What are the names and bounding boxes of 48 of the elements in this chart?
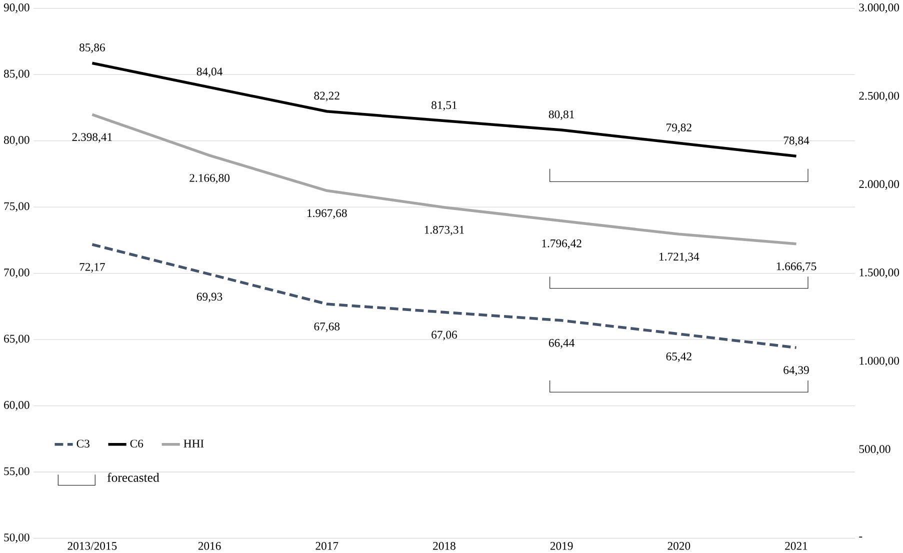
- data-label: 64,39: [784, 366, 809, 376]
- x-tick-label: 2018: [433, 542, 456, 550]
- data-label: 84,04: [196, 67, 222, 78]
- x-tick-label: 2016: [198, 542, 221, 550]
- legend-label: C3: [76, 440, 90, 448]
- y2-tick-label: 500,00: [859, 444, 890, 455]
- data-label: 82,22: [314, 92, 340, 102]
- data-label: 67,06: [432, 330, 457, 340]
- y-tick-label: 50,00: [4, 533, 30, 543]
- data-label: 1.873,31: [424, 226, 464, 236]
- data-label: 1.666,75: [776, 262, 816, 272]
- y-tick-label: 60,00: [4, 400, 30, 410]
- data-label: 69,93: [196, 292, 222, 302]
- y-tick-label: 80,00: [4, 136, 30, 146]
- data-label: 2.166,80: [190, 174, 230, 184]
- x-tick-label: 2017: [316, 542, 338, 550]
- data-label: 66,44: [548, 338, 575, 348]
- x-tick-label: 2013/2015: [68, 542, 117, 550]
- y-tick-label: 85,00: [4, 70, 30, 80]
- data-label: 65,42: [666, 352, 692, 362]
- y-tick-label: 90,00: [4, 3, 30, 13]
- data-label: 1.721,34: [660, 252, 700, 262]
- data-label: 1.796,42: [542, 239, 582, 249]
- y-tick-label: 65,00: [4, 334, 30, 344]
- data-label: 85,86: [80, 43, 105, 53]
- y2-tick-label: 3.000,00: [859, 3, 900, 13]
- y2-tick-label: 2.000,00: [859, 180, 900, 190]
- y2-tick-label: 2.500,00: [859, 92, 900, 102]
- legend-label: HHI: [184, 440, 204, 448]
- data-label: 80,81: [548, 110, 574, 120]
- legend-label: C6: [130, 440, 144, 448]
- x-tick-label: 2021: [785, 542, 808, 550]
- y-tick-label: 70,00: [4, 268, 30, 278]
- x-tick-label: 2020: [668, 542, 690, 550]
- data-label: 78,84: [784, 136, 810, 146]
- data-label: 79,82: [666, 123, 692, 133]
- data-label: 1.967,68: [308, 209, 347, 219]
- y2-tick-label: -: [859, 536, 862, 538]
- x-tick-label: 2019: [550, 542, 573, 550]
- y2-tick-label: 1.000,00: [860, 356, 900, 366]
- y2-tick-label: 1.500,00: [860, 268, 900, 278]
- data-label: 67,68: [314, 322, 340, 332]
- data-label: 72,17: [80, 262, 105, 272]
- data-label: 81,51: [432, 100, 457, 111]
- y-tick-label: 75,00: [4, 202, 30, 212]
- annotation: forecasted: [107, 472, 160, 482]
- data-label: 2.398,41: [72, 132, 112, 142]
- y-tick-label: 55,00: [4, 467, 30, 477]
